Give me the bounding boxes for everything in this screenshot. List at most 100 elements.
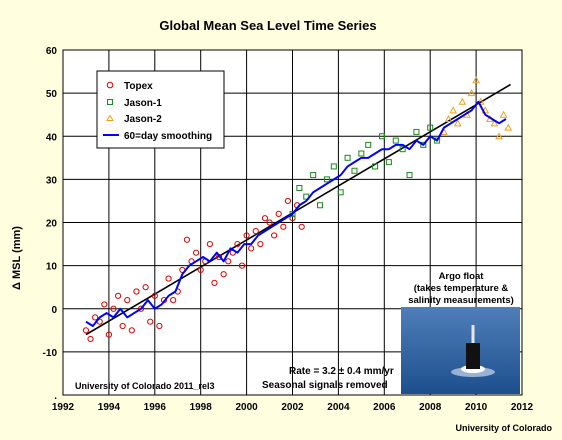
smoothing-line — [85, 100, 507, 327]
topex-point — [206, 240, 213, 248]
topex-point — [252, 228, 259, 235]
topex-point — [248, 245, 255, 252]
x-tick-label: 1994 — [98, 402, 121, 413]
jason2-point — [490, 119, 499, 127]
float-body — [466, 343, 480, 369]
legend-marker-jason2 — [106, 114, 114, 121]
x-tick-label: 2004 — [327, 402, 350, 413]
topex-point — [289, 215, 296, 222]
topex-point — [284, 197, 292, 205]
jason2-point — [495, 132, 503, 140]
topex-point — [128, 327, 135, 334]
y-tick-label: . — [54, 391, 57, 402]
topex-point — [220, 271, 227, 278]
float-antenna — [471, 325, 475, 343]
data-marks — [82, 76, 513, 343]
y-tick-label: 30 — [46, 175, 58, 186]
topex-point — [101, 301, 108, 308]
legend-label-jason1: Jason-1 — [124, 98, 162, 109]
photo-sea — [401, 307, 520, 394]
trend-line — [85, 83, 511, 336]
jason1-point — [427, 124, 434, 131]
y-tick-label: 50 — [46, 89, 58, 100]
y-tick-label: 20 — [46, 219, 58, 230]
jason1-point — [323, 176, 330, 183]
jason1-point — [365, 141, 372, 148]
legend-label-jason2: Jason-2 — [124, 114, 162, 125]
x-tick-label: 2000 — [235, 402, 258, 413]
jason1-point — [296, 185, 303, 191]
jason1-point — [392, 137, 399, 144]
topex-point — [234, 240, 241, 248]
jason1-point — [358, 150, 365, 157]
y-tick-label: 10 — [46, 262, 58, 273]
topex-point — [238, 262, 246, 269]
jason1-point — [310, 172, 317, 179]
jason1-point — [413, 128, 420, 135]
jason1-point — [330, 163, 337, 170]
jason2-point — [444, 114, 453, 122]
x-tick-label: 1998 — [190, 402, 213, 413]
photo-caption-2: (takes temperature & — [414, 283, 509, 294]
topex-point — [271, 232, 278, 239]
x-axis: 1992 1994 1996 1998 2000 2002 2004 2006 2008 2010… — [52, 402, 534, 413]
jason1-point — [372, 163, 379, 170]
jason1-point — [420, 141, 427, 148]
topex-point — [142, 284, 149, 291]
topex-point — [197, 266, 204, 274]
topex-point — [105, 331, 113, 338]
jason1-point — [434, 137, 441, 144]
topex-point — [170, 297, 177, 304]
y-axis: . -10 0 10 20 30 40 50 60 — [43, 46, 58, 402]
topex-point — [133, 288, 140, 295]
topex-point — [261, 215, 269, 222]
legend-label-smoothing: 60=day smoothing — [124, 131, 212, 142]
photo-caption-1: Argo float — [439, 271, 485, 282]
jason1-point — [317, 202, 324, 209]
jason1-point — [385, 159, 392, 166]
legend-marker-jason1 — [107, 99, 113, 105]
jason2-point — [472, 76, 480, 84]
credit-label: University of Colorado — [455, 423, 552, 433]
x-tick-label: 2008 — [419, 402, 442, 413]
chart-title: Global Mean Sea Level Time Series — [159, 18, 376, 33]
photo-caption-3: salinity measurements) — [408, 295, 514, 306]
topex-point — [137, 305, 145, 312]
jason1-point — [344, 154, 351, 161]
legend-label-topex: Topex — [124, 81, 153, 92]
legend: Topex Jason-1 Jason-2 60=day smoothing — [96, 70, 225, 149]
topex-point — [165, 275, 172, 282]
legend-marker-topex — [106, 81, 114, 89]
x-tick-label: 1996 — [144, 402, 167, 413]
y-axis-label: Δ MSL (mm) — [11, 226, 23, 290]
jason2-point — [499, 110, 508, 118]
topex-point — [225, 258, 232, 265]
topex-point — [298, 223, 305, 230]
topex-point — [193, 249, 200, 256]
topex-point — [87, 335, 94, 343]
x-tick-label: 2010 — [465, 402, 488, 413]
jason1-point — [406, 172, 413, 179]
jason1-point — [351, 167, 358, 174]
y-tick-label: -10 — [43, 348, 58, 359]
topex-point — [82, 327, 90, 334]
jason1-point — [399, 146, 406, 153]
source-label: University of Colorado 2011_rel3 — [75, 381, 215, 391]
jason2-point — [453, 119, 462, 127]
jason2-point — [449, 106, 457, 114]
topex-point — [110, 305, 117, 312]
topex-point — [119, 322, 126, 330]
jason2-point — [504, 123, 513, 131]
topex-point — [211, 279, 218, 286]
rate-annotation: Rate = 3.2 ± 0.4 mm/yr — [289, 366, 394, 377]
y-tick-label: 0 — [51, 305, 57, 316]
x-tick-label: 2006 — [373, 402, 396, 413]
topex-point — [266, 219, 273, 226]
topex-point — [275, 210, 282, 217]
legend-box — [96, 70, 225, 149]
jason2-point — [467, 89, 476, 97]
x-tick-label: 2002 — [281, 402, 304, 413]
jason2-point — [458, 97, 467, 105]
